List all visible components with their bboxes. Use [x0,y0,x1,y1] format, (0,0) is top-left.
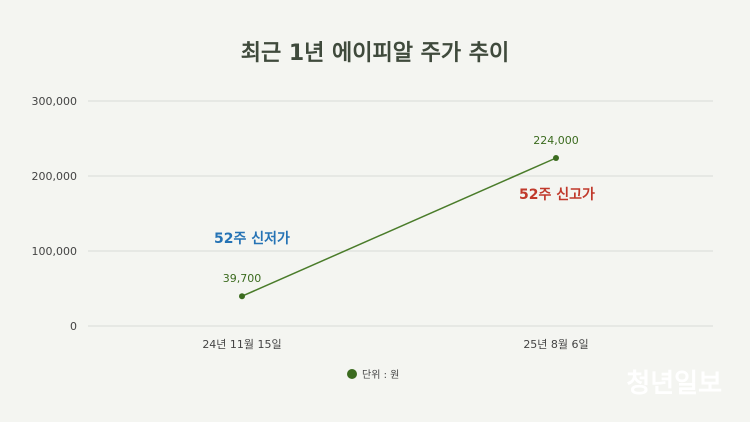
watermark-logo: 청년일보 [626,369,722,399]
y-axis-ticks: 0 100,000 200,000 300,000 [32,95,78,333]
series-layer [239,155,559,300]
data-point [553,155,559,161]
y-tick-label: 0 [70,320,77,333]
y-tick-label: 100,000 [32,245,78,258]
legend-marker [347,369,357,379]
chart-title: 최근 1년 에이피알 주가 추이 [241,41,510,66]
y-tick-label: 200,000 [32,170,78,183]
y-tick-label: 300,000 [32,95,78,108]
annotation-52w-high: 52주 신고가 [519,187,595,203]
x-axis-ticks: 24년 11월 15일 25년 8월 6일 [202,337,588,351]
x-tick-label: 25년 8월 6일 [523,337,588,351]
legend: 단위 : 원 [347,368,399,381]
legend-label: 단위 : 원 [362,368,399,381]
annotation-52w-low: 52주 신저가 [214,231,290,247]
x-tick-label: 24년 11월 15일 [202,337,281,351]
data-point [239,293,245,300]
grid-layer [88,100,713,327]
data-label: 39,700 [223,272,262,285]
data-labels: 39,700 224,000 [223,134,579,285]
data-label: 224,000 [533,134,579,147]
series-line [241,157,557,297]
